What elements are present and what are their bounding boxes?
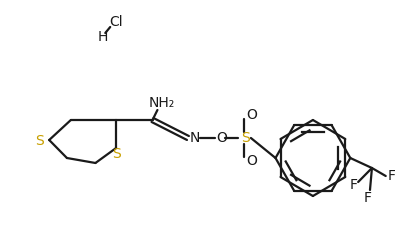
Text: S: S (35, 134, 44, 148)
Text: F: F (387, 169, 395, 183)
Text: F: F (349, 178, 357, 192)
Text: N: N (190, 131, 200, 145)
Text: O: O (246, 108, 257, 122)
Text: H: H (97, 30, 107, 44)
Text: S: S (241, 131, 249, 145)
Text: NH₂: NH₂ (148, 96, 175, 110)
Text: O: O (246, 154, 257, 168)
Text: F: F (364, 191, 372, 205)
Text: O: O (216, 131, 227, 145)
Text: S: S (112, 147, 120, 161)
Text: Cl: Cl (109, 15, 123, 29)
